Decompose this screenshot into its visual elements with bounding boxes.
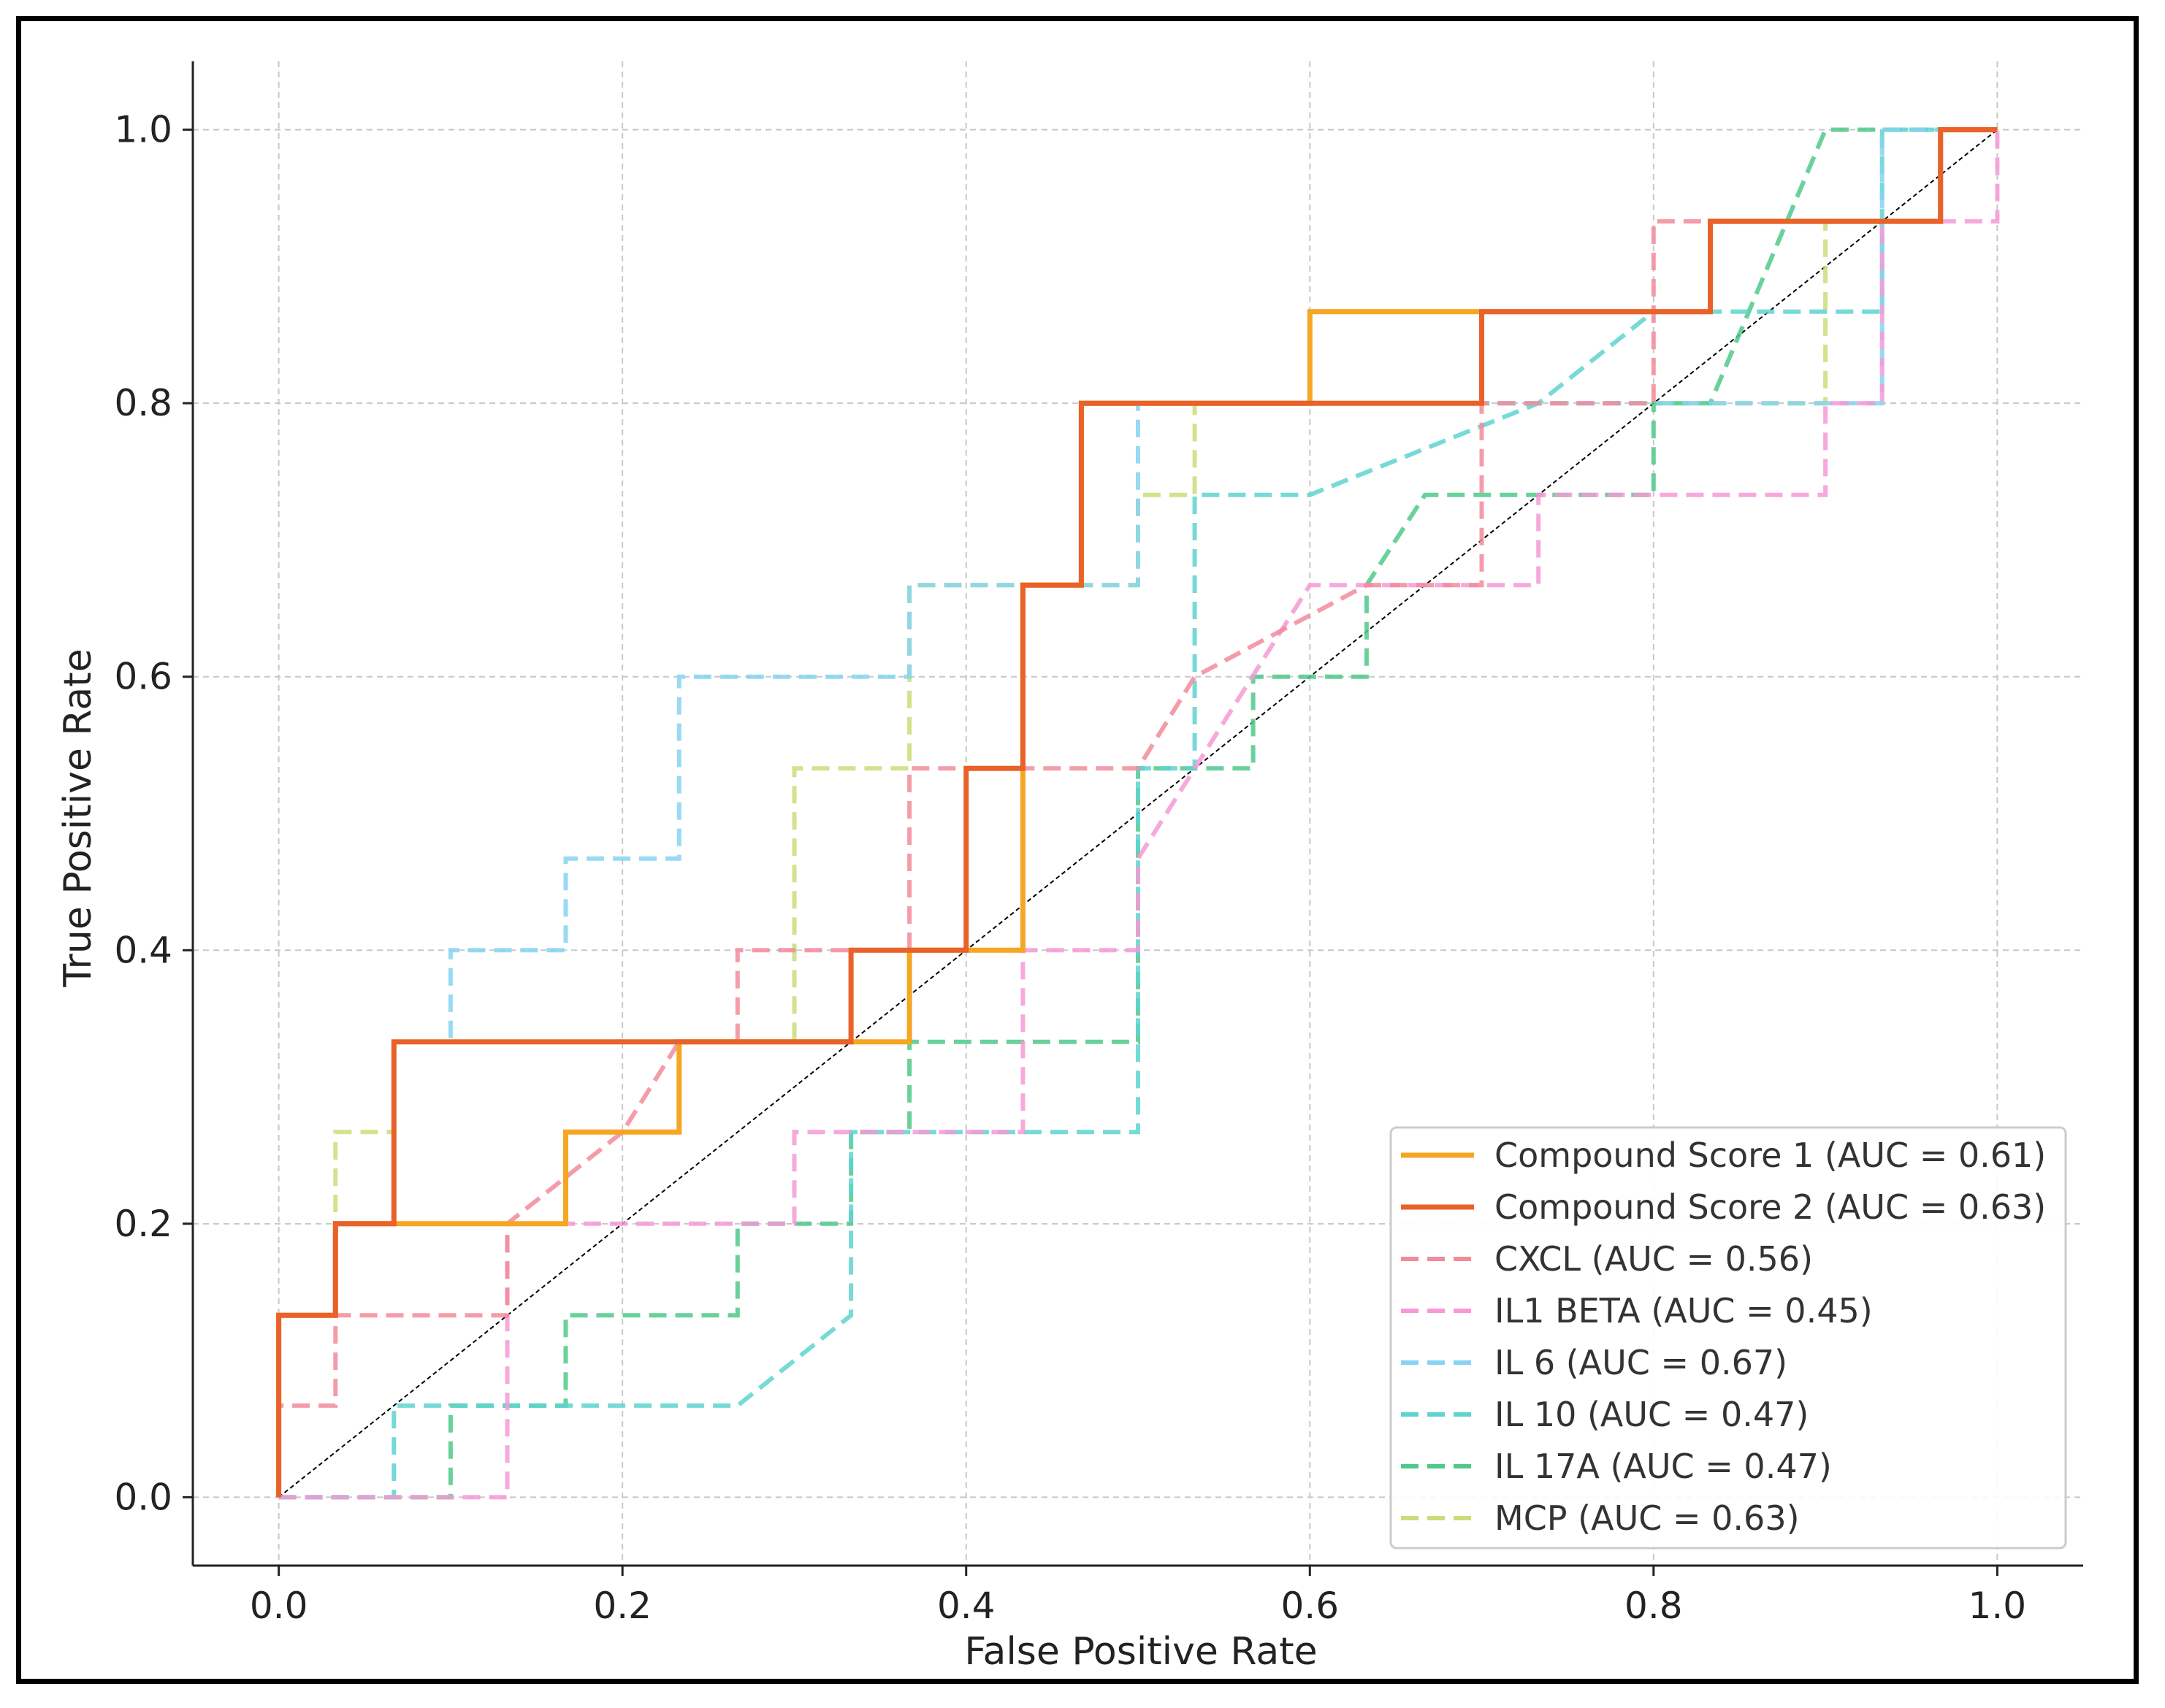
y-tick-label: 0.8	[114, 382, 172, 424]
legend-label-7: MCP (AUC = 0.63)	[1494, 1498, 1800, 1538]
series-line-6	[278, 127, 1998, 1500]
legend-label-4: IL 6 (AUC = 0.67)	[1494, 1343, 1787, 1382]
y-tick-label: 0.0	[114, 1476, 172, 1518]
x-tick-label: 0.2	[593, 1585, 652, 1627]
y-tick-label: 0.2	[114, 1203, 172, 1245]
series-lines	[276, 127, 2000, 1500]
x-tick-label: 0.6	[1281, 1585, 1340, 1627]
y-tick-label: 0.4	[114, 929, 172, 971]
legend-label-0: Compound Score 1 (AUC = 0.61)	[1494, 1136, 2046, 1175]
x-axis-title: False Positive Rate	[964, 1630, 1317, 1674]
legend-label-6: IL 17A (AUC = 0.47)	[1494, 1447, 1832, 1486]
y-tick-label: 1.0	[114, 109, 172, 151]
legend-label-1: Compound Score 2 (AUC = 0.63)	[1494, 1187, 2046, 1227]
x-tick-label: 0.0	[250, 1585, 308, 1627]
tick-labels: 0.0 0.2 0.4 0.6 0.8 1.0 0.0 0.2 0.4 0.6 0.8 1.0	[114, 109, 2026, 1627]
legend-label-2: CXCL (AUC = 0.56)	[1494, 1239, 1813, 1279]
y-axis-title: True Positive Rate	[56, 648, 100, 987]
series-line-3	[278, 129, 2000, 1500]
x-tick-label: 0.4	[937, 1585, 996, 1627]
legend-box	[1389, 1126, 2067, 1550]
axes	[183, 61, 2083, 1576]
y-tick-label: 0.6	[114, 656, 172, 698]
x-tick-label: 0.8	[1624, 1585, 1683, 1627]
legend: Compound Score 1 (AUC = 0.61) Compound Sc…	[1389, 1126, 2067, 1550]
legend-label-5: IL 10 (AUC = 0.47)	[1494, 1395, 1809, 1434]
x-tick-label: 1.0	[1969, 1585, 2027, 1627]
legend-label-3: IL1 BETA (AUC = 0.45)	[1494, 1291, 1873, 1330]
series-line-1	[276, 127, 1998, 1498]
series-line-4	[276, 127, 1998, 1498]
